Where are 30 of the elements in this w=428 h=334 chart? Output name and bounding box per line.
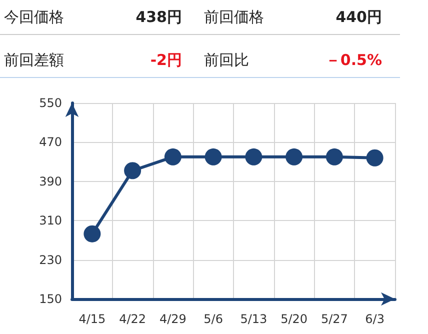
text: 前回価格 (203, 8, 265, 26)
x-tick-label: 5/13 (240, 312, 268, 326)
point (286, 148, 303, 166)
x-tick-label: 4/29 (159, 312, 186, 326)
text: 前回比 (203, 50, 250, 70)
text: 今回価格 (3, 8, 65, 26)
y-tick-label: 230 (39, 252, 62, 267)
y-tick-label: 390 (39, 174, 62, 188)
text: -2円 (149, 50, 183, 70)
point (164, 148, 182, 166)
text: 前回差額 (3, 50, 65, 70)
x-tick-label: 5/6 (204, 312, 223, 326)
point (204, 148, 222, 166)
point (84, 225, 101, 242)
x-tick-label: 4/22 (119, 312, 146, 326)
y-tick-label: 310 (39, 214, 62, 228)
y-tick-label: 550 (39, 96, 62, 110)
text: 440円 (334, 8, 383, 26)
x-tick-label: 6/3 (365, 312, 384, 326)
x-tick-label: 5/20 (280, 312, 308, 326)
x-tick-label: 4/15 (78, 312, 106, 326)
x-tick-label: 5/27 (320, 312, 348, 326)
text: 438円 (134, 8, 183, 26)
point (245, 148, 262, 166)
point (326, 148, 343, 166)
point (366, 149, 384, 166)
y-tick-label: 150 (39, 292, 62, 306)
text: －0.5% (324, 50, 383, 70)
point (124, 162, 142, 180)
y-tick-label: 470 (39, 135, 62, 150)
